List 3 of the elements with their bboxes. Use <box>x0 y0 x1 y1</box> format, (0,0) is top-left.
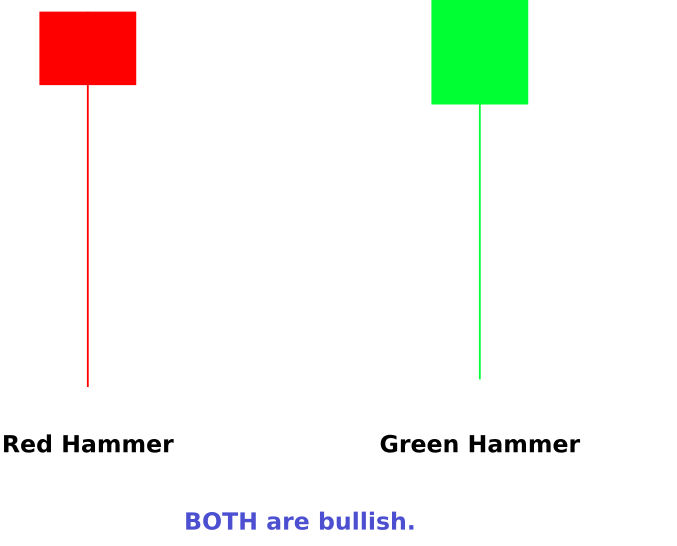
text: BOTH are bullish. <box>186 512 414 530</box>
x-tick-label: Red Hammer <box>4 434 174 453</box>
x-tick-label: Green Hammer <box>380 434 580 453</box>
